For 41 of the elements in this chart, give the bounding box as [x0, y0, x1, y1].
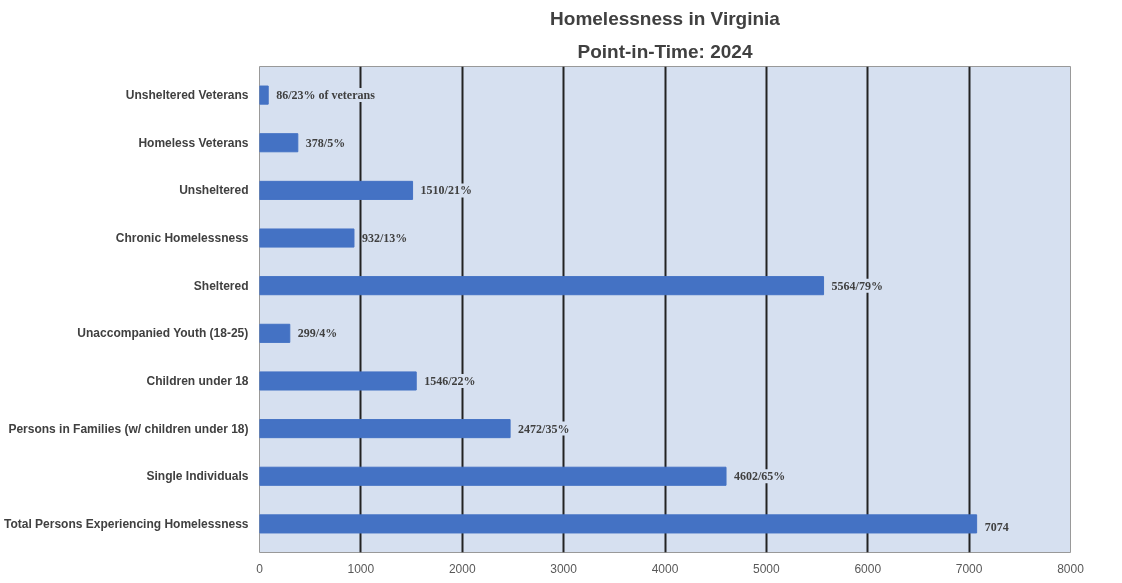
bar [259, 228, 355, 248]
bar [259, 514, 978, 534]
data-label: 5564/79% [831, 278, 883, 293]
x-tick-label: 1000 [347, 561, 375, 576]
y-tick-label: Chronic Homelessness [115, 231, 249, 246]
bar [259, 180, 414, 200]
y-tick-label: Unsheltered Veterans [125, 88, 249, 103]
x-tick-label: 8000 [1057, 561, 1085, 576]
y-tick-label: Persons in Families (w/ children under 18) [8, 421, 249, 436]
x-tick-label: 6000 [854, 561, 882, 576]
data-label: 86/23% of veterans [276, 88, 376, 103]
bar [259, 276, 825, 296]
bar [259, 371, 417, 391]
y-tick-label: Children under 18 [146, 373, 249, 388]
bar [259, 419, 511, 439]
chart-subtitle: Point-in-Time: 2024 [577, 40, 753, 62]
data-label: 299/4% [297, 326, 338, 341]
data-label: 7074 [984, 519, 1009, 534]
data-label: 2472/35% [518, 421, 570, 436]
bar [259, 466, 727, 486]
x-tick-label: 4000 [651, 561, 679, 576]
data-label: 4602/65% [734, 469, 786, 484]
y-tick-label: Unsheltered [179, 183, 249, 198]
y-tick-label: Unaccompanied Youth (18-25) [77, 326, 249, 341]
y-tick-label: Sheltered [193, 278, 249, 293]
data-label: 1546/22% [424, 373, 476, 388]
bar [259, 133, 299, 153]
x-tick-label: 0 [256, 561, 264, 576]
x-tick-label: 3000 [550, 561, 578, 576]
y-tick-label: Homeless Veterans [138, 135, 249, 150]
data-label: 932/13% [361, 231, 408, 246]
y-tick-label: Total Persons Experiencing Homelessness [3, 516, 249, 531]
data-label: 1510/21% [420, 183, 472, 198]
data-label: 378/5% [305, 135, 346, 150]
x-tick-label: 5000 [753, 561, 781, 576]
y-tick-label: Single Individuals [146, 469, 249, 484]
x-tick-label: 2000 [448, 561, 476, 576]
bar [259, 85, 269, 105]
chart-title: Homelessness in Virginia [550, 7, 781, 29]
x-tick-label: 7000 [955, 561, 983, 576]
bar [259, 323, 291, 343]
